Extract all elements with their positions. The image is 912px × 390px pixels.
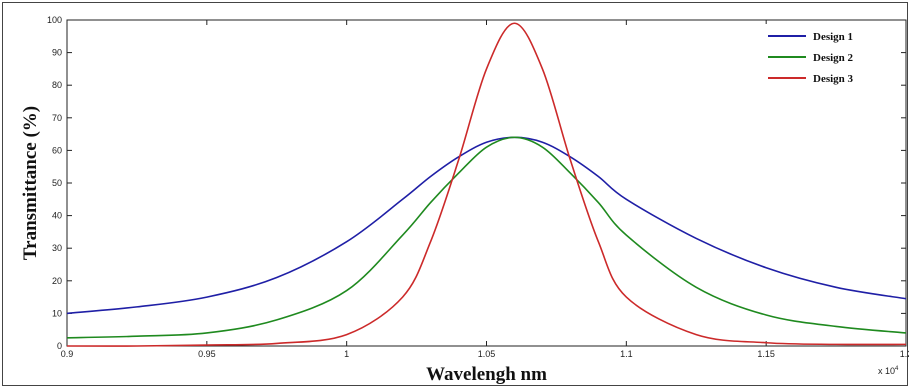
y-tick-label: 10 <box>52 308 62 318</box>
x-axis-multiplier-base: x 10 <box>878 366 895 376</box>
y-tick-label: 100 <box>47 15 62 25</box>
x-tick-label: 0.9 <box>61 349 74 359</box>
legend: Design 1 Design 2 Design 3 <box>764 24 884 91</box>
x-tick-label: 1.1 <box>620 349 633 359</box>
legend-label: Design 2 <box>813 52 854 64</box>
series-lines <box>66 22 907 347</box>
y-tick-label: 0 <box>57 341 62 351</box>
axis-ticks: 0.9 0.95 1 1.05 1.1 1.15 1.2 0 10 20 30 40 50 60 70 80 9… <box>47 15 909 359</box>
series-line-1 <box>66 136 907 315</box>
y-axis-title: Transmittance (%) <box>20 106 41 260</box>
legend-label: Design 1 <box>813 31 853 43</box>
y-tick-label: 20 <box>52 276 62 286</box>
x-tick-label: 0.95 <box>198 349 216 359</box>
series-line-2 <box>66 136 907 339</box>
y-tick-label: 80 <box>52 80 62 90</box>
x-tick-label: 1.2 <box>900 349 909 359</box>
series-line-3 <box>66 22 907 347</box>
chart-frame: 0.9 0.95 1 1.05 1.1 1.15 1.2 0 10 20 30 40 50 60 70 80 9… <box>2 2 909 386</box>
y-tick-label: 90 <box>52 48 62 58</box>
x-tick-label: 1 <box>344 349 349 359</box>
y-tick-label: 70 <box>52 113 62 123</box>
y-tick-label: 50 <box>52 178 62 188</box>
legend-label: Design 3 <box>813 73 854 85</box>
x-tick-label: 1.15 <box>757 349 775 359</box>
y-tick-label: 60 <box>52 145 62 155</box>
x-tick-label: 1.05 <box>478 349 496 359</box>
x-axis-title: Wavelengh nm <box>426 364 547 385</box>
x-axis-multiplier: x 104 <box>878 366 899 376</box>
y-tick-label: 30 <box>52 243 62 253</box>
y-tick-label: 40 <box>52 211 62 221</box>
x-axis-multiplier-exponent: 4 <box>895 366 899 372</box>
transmittance-chart: 0.9 0.95 1 1.05 1.1 1.15 1.2 0 10 20 30 40 50 60 70 80 9… <box>20 15 909 385</box>
